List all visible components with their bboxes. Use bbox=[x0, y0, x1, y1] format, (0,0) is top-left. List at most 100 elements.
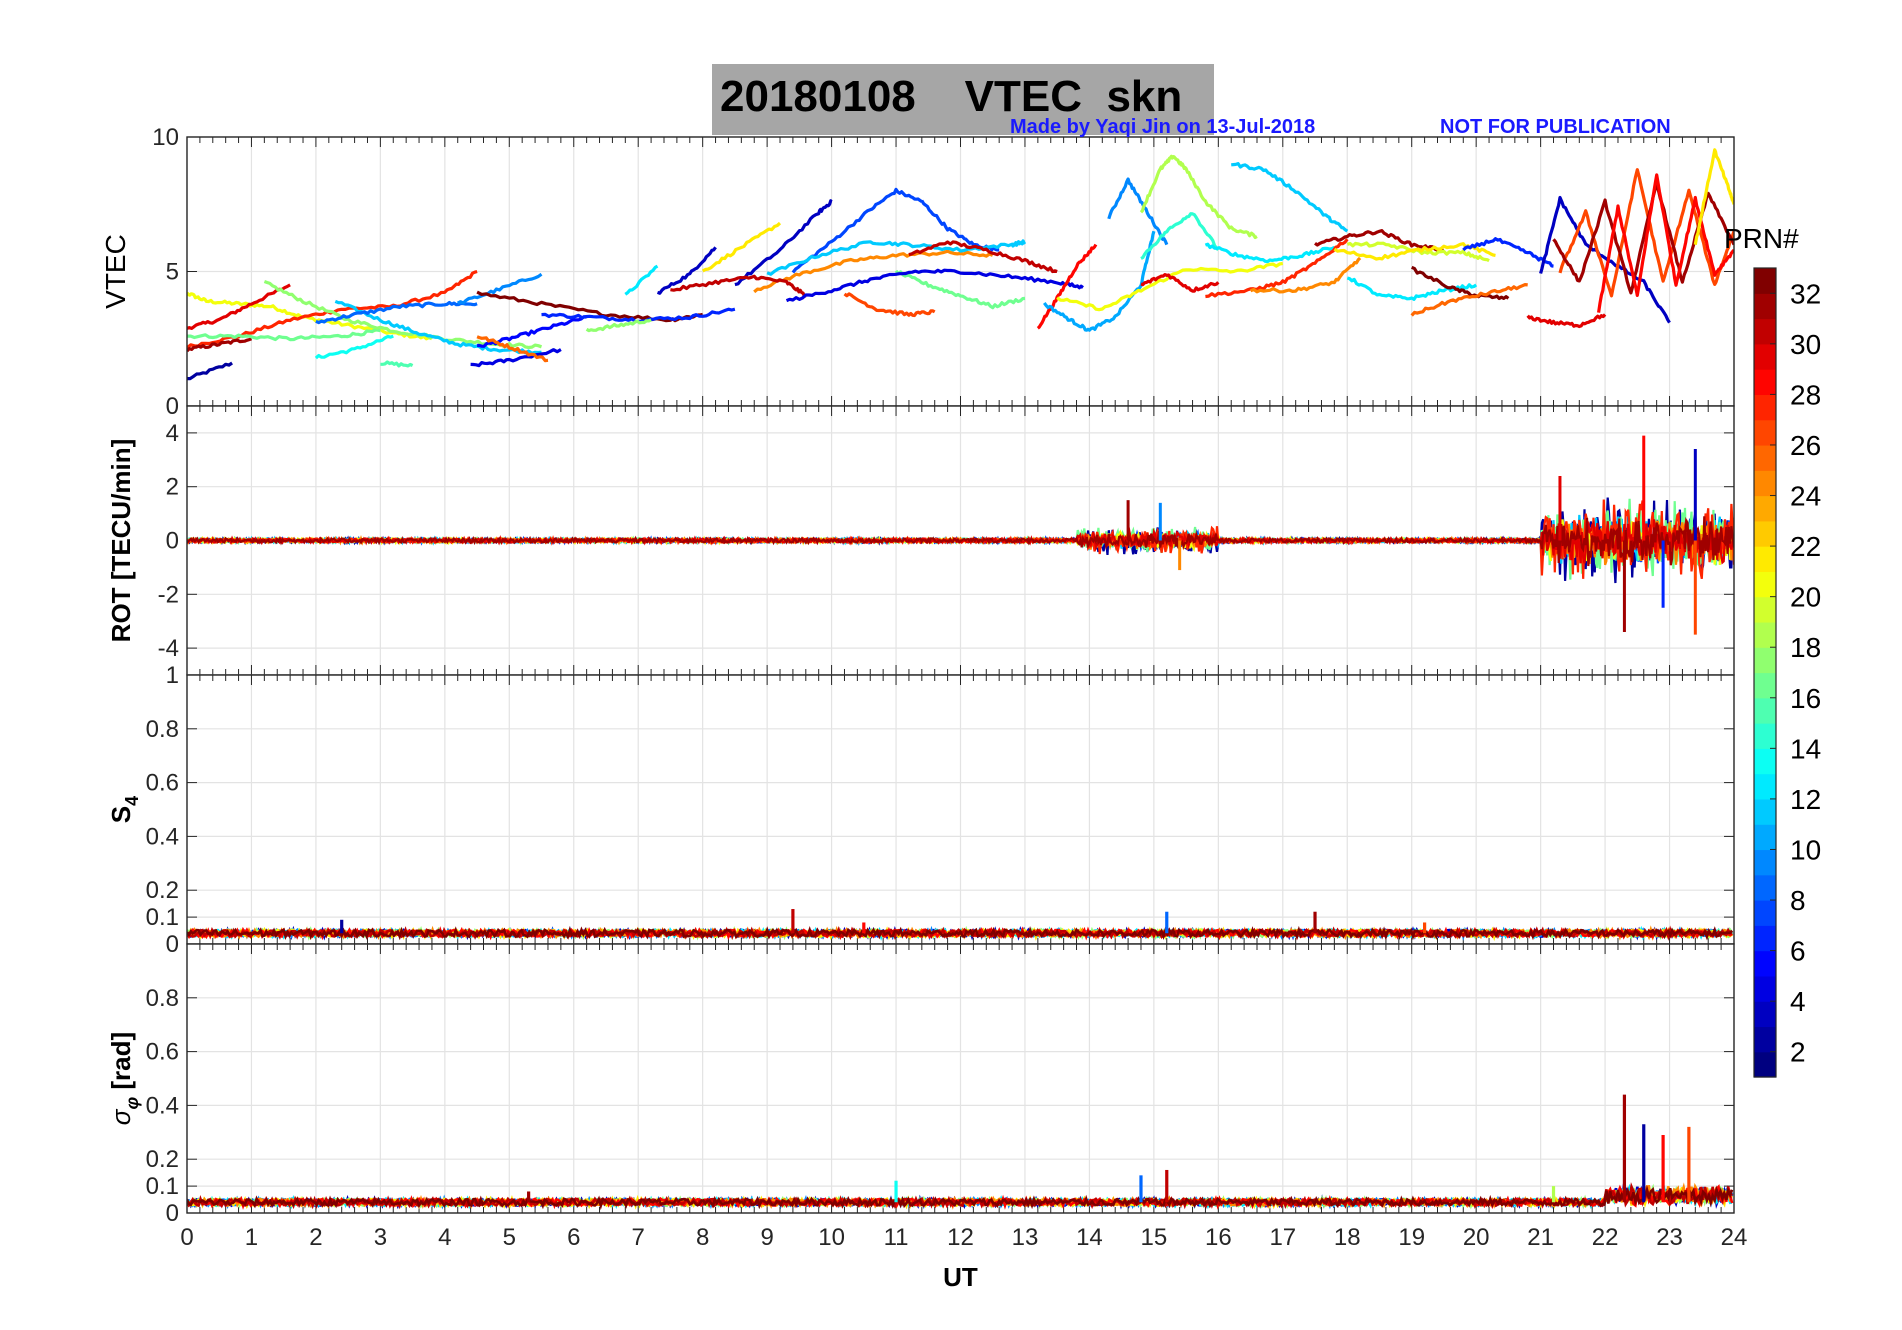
colorbar-tick-label: 8 bbox=[1790, 885, 1806, 916]
colorbar-segment bbox=[1754, 419, 1776, 446]
colorbar-segment bbox=[1754, 975, 1776, 1002]
y-tick-label: 0.4 bbox=[146, 823, 179, 850]
vtec-line-prn-17b bbox=[585, 318, 652, 333]
colorbar-segment bbox=[1754, 950, 1776, 977]
chart-title: 20180108 VTEC skn bbox=[720, 72, 1183, 121]
publication-notice: NOT FOR PUBLICATION bbox=[1440, 116, 1671, 138]
vtec-line-prn-27 bbox=[187, 269, 478, 350]
x-tick-label: 12 bbox=[947, 1224, 974, 1251]
colorbar-segment bbox=[1754, 495, 1776, 522]
rot-line-prn-31 bbox=[187, 516, 1734, 567]
colorbar-segment bbox=[1754, 369, 1776, 396]
x-tick-label: 6 bbox=[567, 1224, 580, 1251]
vtec-line-prn-29b bbox=[1140, 273, 1220, 293]
vtec-line-prn-7 bbox=[791, 187, 923, 274]
vtec-line-prn-30b bbox=[670, 274, 807, 298]
colorbar-segment bbox=[1754, 925, 1776, 952]
sigma_phi-line-prn-32 bbox=[187, 1185, 1734, 1211]
vtec-line-prn-8 bbox=[315, 300, 478, 325]
y-axis-label-s4: S4 bbox=[106, 796, 142, 823]
vtec-line-prn-4 bbox=[470, 348, 562, 368]
x-tick-label: 5 bbox=[503, 1224, 516, 1251]
y-tick-label: 0.2 bbox=[146, 1146, 179, 1173]
y-tick-label: 0.8 bbox=[146, 985, 179, 1012]
colorbar-frame bbox=[1753, 267, 1777, 1078]
y-tick-label: 0.8 bbox=[146, 716, 179, 743]
x-axis-label: UT bbox=[943, 1262, 978, 1292]
series-group bbox=[187, 435, 1734, 635]
vtec-line-prn-31 bbox=[187, 337, 253, 353]
colorbar-tick-label: 20 bbox=[1790, 582, 1821, 613]
x-tick-label: 20 bbox=[1463, 1224, 1490, 1251]
y-tick-label: 0.6 bbox=[146, 1039, 179, 1066]
colorbar-tick-label: 6 bbox=[1790, 936, 1806, 967]
vtec-line-prn-6b bbox=[1462, 237, 1554, 268]
vtec-line-prn-14 bbox=[1140, 212, 1220, 260]
colorbar-segment bbox=[1754, 343, 1776, 370]
vtec-line-prn-11b bbox=[766, 239, 1027, 276]
vtec-line-prn-13 bbox=[314, 334, 394, 360]
vtec-line-prn-3b bbox=[734, 199, 833, 287]
vtec-line-prn-25b bbox=[1410, 283, 1528, 317]
colorbar-segment bbox=[1754, 1001, 1776, 1028]
colorbar-label: PRN# bbox=[1724, 223, 1799, 254]
colorbar-tick-label: 12 bbox=[1790, 784, 1821, 815]
vtec-line-prn-21c bbox=[1693, 148, 1734, 245]
x-tick-label: 3 bbox=[374, 1224, 387, 1251]
vtec-line-prn-27b bbox=[1205, 238, 1349, 299]
colorbar-segment bbox=[1754, 318, 1776, 345]
x-tick-label: 0 bbox=[180, 1224, 193, 1251]
vtec-line-prn-29c bbox=[1526, 313, 1607, 329]
colorbar-segment bbox=[1754, 444, 1776, 471]
x-tick-label: 19 bbox=[1398, 1224, 1425, 1251]
vtec-line-prn-29 bbox=[187, 283, 291, 330]
axes-box bbox=[186, 943, 1735, 1214]
y-tick-label: 0.6 bbox=[146, 770, 179, 797]
x-tick-label: 11 bbox=[884, 1224, 909, 1251]
colorbar-segment bbox=[1754, 470, 1776, 497]
vtec-line-prn-24 bbox=[753, 249, 994, 294]
colorbar-segment bbox=[1754, 268, 1776, 294]
colorbar-segment bbox=[1754, 900, 1776, 926]
x-tick-label: 8 bbox=[696, 1224, 709, 1251]
colorbar-segment bbox=[1754, 520, 1776, 547]
colorbar-tick-label: 16 bbox=[1790, 683, 1821, 714]
colorbar-segment bbox=[1754, 798, 1776, 825]
x-tick-label: 16 bbox=[1205, 1224, 1232, 1251]
panel-sigma_phi: 00.10.20.40.60.8σφ [rad]0 1 2 3 4 5 6 7 8 9 10 11 12… bbox=[106, 943, 1747, 1292]
x-tick-label: 13 bbox=[1012, 1224, 1039, 1251]
y-tick-label: -4 bbox=[158, 635, 179, 662]
colorbar-segment bbox=[1754, 697, 1776, 724]
colorbar-tick-label: 4 bbox=[1790, 986, 1806, 1017]
colorbar-segment bbox=[1754, 647, 1776, 674]
vtec-line-prn-3 bbox=[656, 246, 717, 295]
panel-rot: -4 -2 0 2 4 ROT [TECU/min] bbox=[106, 405, 1735, 676]
y-tick-label: 0.1 bbox=[146, 1173, 179, 1200]
colorbar-tick-label: 22 bbox=[1790, 531, 1821, 562]
vtec-line-prn-4b bbox=[785, 268, 1084, 303]
x-tick-label: 21 bbox=[1527, 1224, 1554, 1251]
x-tick-label: 2 bbox=[309, 1224, 322, 1251]
x-tick-label: 9 bbox=[760, 1224, 773, 1251]
x-tick-label: 10 bbox=[818, 1224, 845, 1251]
x-tick-label: 17 bbox=[1269, 1224, 1296, 1251]
title-box bbox=[712, 64, 1214, 135]
y-tick-label: -2 bbox=[158, 581, 179, 608]
colorbar-tick-label: 24 bbox=[1790, 481, 1821, 512]
x-tick-label: 7 bbox=[632, 1224, 645, 1251]
x-tick-label: 1 bbox=[245, 1224, 258, 1251]
series-group bbox=[187, 1094, 1734, 1211]
vtec-line-prn-3c bbox=[1539, 195, 1671, 324]
x-tick-label: 22 bbox=[1592, 1224, 1619, 1251]
x-tick-label: 15 bbox=[1141, 1224, 1168, 1251]
y-tick-label: 0.4 bbox=[146, 1092, 179, 1119]
panel-s4: 00.10.2 0.4 0.6 0.8 1 S4 bbox=[106, 662, 1735, 958]
colorbar-tick-label: 32 bbox=[1790, 278, 1821, 309]
panel-vtec: 0 5 10 VTEC bbox=[100, 124, 1735, 420]
x-tick-label: 18 bbox=[1334, 1224, 1361, 1251]
colorbar-segment bbox=[1754, 849, 1776, 876]
vtec-line-prn-20b bbox=[1056, 261, 1284, 312]
colorbar-segment bbox=[1754, 874, 1776, 901]
y-axis-label-vtec: VTEC bbox=[100, 234, 131, 309]
